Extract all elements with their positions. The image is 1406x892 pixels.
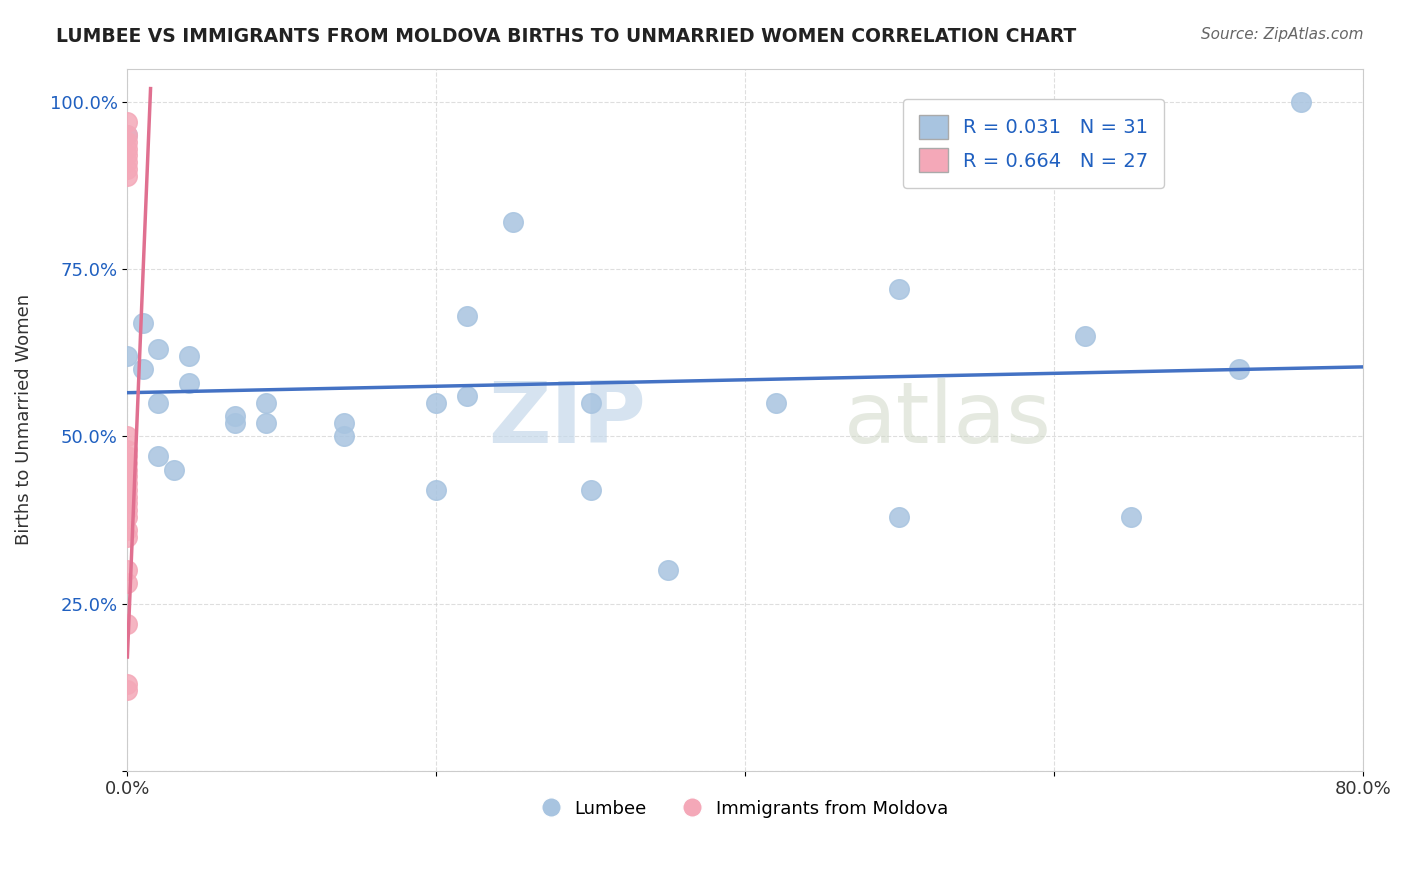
Point [889, 509, 911, 524]
Point [117, 469, 139, 483]
Point [117, 349, 139, 363]
Point [117, 576, 139, 591]
Point [117, 450, 139, 464]
Text: ZIP: ZIP [488, 378, 647, 461]
Point [1119, 509, 1142, 524]
Point [117, 169, 139, 183]
Point [889, 282, 911, 296]
Point [332, 429, 354, 443]
Point [117, 563, 139, 577]
Point [117, 677, 139, 691]
Point [179, 349, 201, 363]
Point [117, 161, 139, 176]
Y-axis label: Births to Unmarried Women: Births to Unmarried Women [15, 294, 32, 545]
Point [163, 463, 186, 477]
Point [117, 530, 139, 544]
Point [456, 389, 478, 403]
Point [1289, 95, 1312, 109]
Text: LUMBEE VS IMMIGRANTS FROM MOLDOVA BIRTHS TO UNMARRIED WOMEN CORRELATION CHART: LUMBEE VS IMMIGRANTS FROM MOLDOVA BIRTHS… [56, 27, 1077, 45]
Point [117, 683, 139, 698]
Point [117, 616, 139, 631]
Point [117, 115, 139, 129]
Point [117, 128, 139, 143]
Point [148, 343, 170, 357]
Point [117, 155, 139, 169]
Point [117, 442, 139, 457]
Legend: Lumbee, Immigrants from Moldova: Lumbee, Immigrants from Moldova [534, 792, 955, 825]
Point [657, 563, 679, 577]
Point [117, 463, 139, 477]
Point [117, 142, 139, 156]
Text: Source: ZipAtlas.com: Source: ZipAtlas.com [1201, 27, 1364, 42]
Point [148, 396, 170, 410]
Point [579, 483, 602, 497]
Point [1227, 362, 1250, 376]
Text: atlas: atlas [844, 378, 1052, 461]
Point [1073, 329, 1095, 343]
Point [132, 362, 155, 376]
Point [117, 148, 139, 162]
Point [224, 416, 246, 430]
Point [179, 376, 201, 390]
Point [502, 215, 524, 229]
Point [117, 135, 139, 149]
Point [224, 409, 246, 424]
Point [117, 128, 139, 143]
Point [117, 456, 139, 470]
Point [456, 309, 478, 323]
Point [117, 483, 139, 497]
Point [148, 450, 170, 464]
Point [332, 416, 354, 430]
Point [425, 483, 447, 497]
Point [117, 509, 139, 524]
Point [132, 316, 155, 330]
Point [117, 496, 139, 510]
Point [117, 429, 139, 443]
Point [254, 396, 277, 410]
Point [117, 476, 139, 491]
Point [254, 416, 277, 430]
Point [425, 396, 447, 410]
Point [117, 503, 139, 517]
Point [117, 490, 139, 504]
Point [765, 396, 787, 410]
Point [579, 396, 602, 410]
Point [117, 523, 139, 537]
